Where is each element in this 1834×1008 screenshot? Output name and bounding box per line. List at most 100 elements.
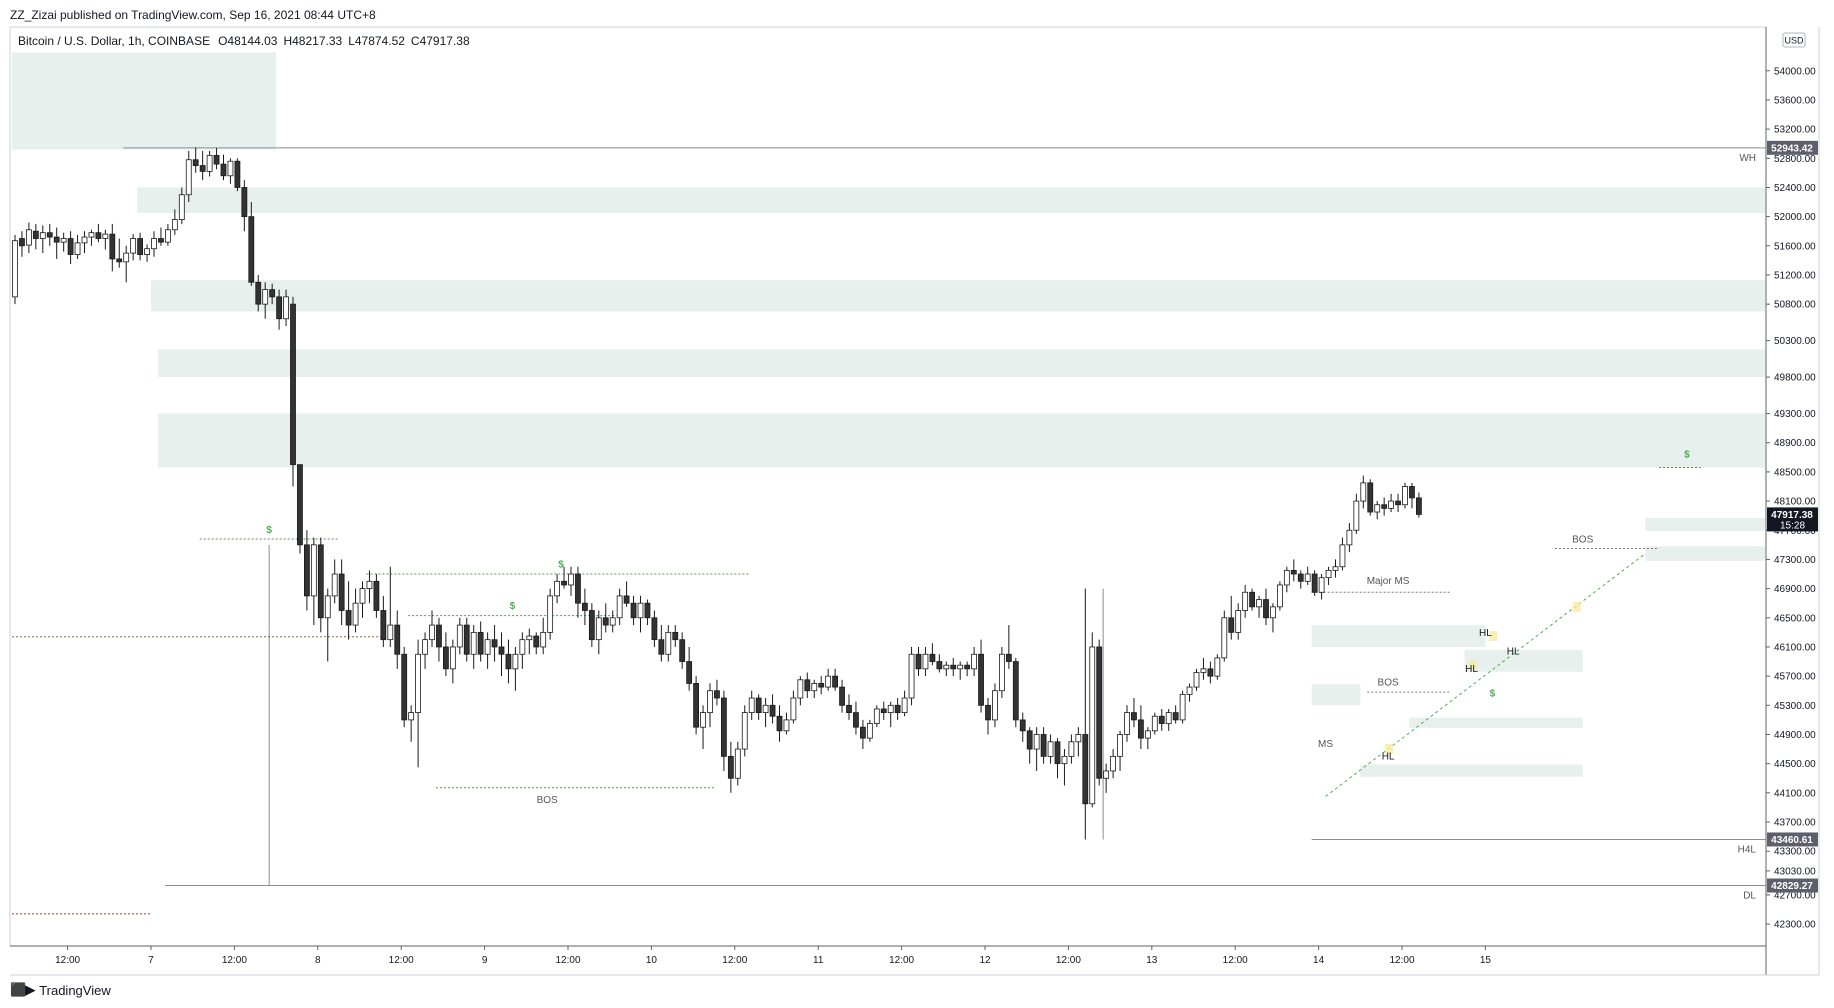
currency-box[interactable] [1782,32,1806,48]
time-tick-label: 14 [1313,955,1325,966]
candle-body [1131,712,1137,721]
time-tick-label: 12:00 [222,955,247,966]
candle-body [658,639,665,655]
zone-1 [137,187,1766,213]
candle-body [804,679,811,692]
candle-body [1054,741,1061,765]
symbol-legend: Bitcoin / U.S. Dollar, 1h, COINBASE O4814… [18,34,470,48]
price-tick-label: 44100.00 [1774,788,1816,799]
candle-body [693,683,699,728]
zone-11 [1360,764,1583,777]
candle-body [137,238,144,255]
candle-body [665,631,672,655]
candle-body [1144,730,1151,739]
candle-body [1151,715,1158,732]
symbol-name: Bitcoin / U.S. Dollar, 1h, COINBASE [18,34,210,48]
currency-label: USD [1784,36,1804,46]
candle-body [894,704,901,714]
candle-body [1402,486,1408,506]
candle-body [227,160,234,177]
price-tick-label: 52400.00 [1774,183,1816,194]
candle-body [283,296,289,320]
candle-body [1256,599,1262,608]
price-tick-label: 52000.00 [1774,212,1816,223]
candle-body [1040,734,1047,757]
candle-body [116,258,123,263]
price-badge-label-3: 42829.27 [1771,881,1813,892]
candle-body [679,639,686,662]
candle-body [950,664,957,670]
candle-body [1283,569,1290,586]
candle-body [602,617,609,626]
annotation--0: $ [266,525,272,536]
candle-body [505,653,512,670]
candle-body [832,675,838,688]
annotation-bos-7: BOS [1378,678,1399,689]
price-badge-label-0: 52943.42 [1771,143,1813,154]
price-tick-label: 42300.00 [1774,920,1816,931]
candle-body [1339,544,1346,568]
candle-body [1277,584,1283,608]
price-tick-label: 45300.00 [1774,701,1816,712]
candle-body [1200,668,1207,673]
candle-body [338,573,345,611]
candle-body [1228,617,1235,633]
candle-body [60,238,67,243]
candle-body [1242,591,1249,611]
price-badge-3 [1767,878,1818,893]
candle-body [901,697,908,714]
ohlc-high: H48217.33 [283,34,342,48]
candle-body [1409,486,1415,499]
candle-body [999,653,1005,692]
candle-body [241,187,248,218]
time-tick-label: 7 [148,955,154,966]
candle-body [853,712,859,728]
candle-body [297,464,303,546]
price-tick-label: 54000.00 [1774,66,1816,77]
tradingview-logo-icon[interactable]: ⬛▶ [10,982,35,997]
annotation--3: $ [1684,449,1690,460]
candle-body [741,712,748,750]
candle-body [324,595,331,619]
candle-body [206,154,213,172]
candle-body [1026,730,1033,750]
candle-body [352,602,359,626]
candle-body [623,595,630,604]
candle-body [957,664,964,670]
time-axis[interactable]: 12:00 7 12:00 8 12:00 9 12:00 10 12:00 11 12:00 12 1… [55,946,1491,966]
price-axis[interactable]: 54000.00 53600.00 53200.00 52800.00 52400.00… [1766,66,1816,931]
plot-area[interactable] [9,26,1767,947]
candle-body [380,610,387,641]
candle-body [1388,500,1394,509]
price-badge-2 [1767,832,1818,847]
price-tick-label: 50800.00 [1774,300,1816,311]
candle-body [491,639,498,648]
candle-body [922,653,929,670]
candle-body [213,154,220,165]
annotation-hl-12: HL [1479,628,1492,639]
candle-body [1221,617,1228,659]
price-tick-label: 44500.00 [1774,759,1816,770]
zone-6 [1645,546,1765,561]
candle-body [102,233,109,239]
candle-body [199,165,206,172]
candle-body [422,639,428,655]
price-tick-label: 48900.00 [1774,438,1816,449]
hl-highlight-0 [1385,744,1394,755]
footer-brand[interactable]: TradingView [39,982,111,998]
price-tick-label: 50300.00 [1774,336,1816,347]
price-tick-label: 52800.00 [1774,154,1816,165]
candle-body [19,238,25,247]
candle-body [1179,693,1186,721]
candle-body [776,715,783,732]
candle-body [359,588,366,604]
candle-body [540,631,547,648]
candle-body [39,232,46,239]
candle-body [1068,741,1075,757]
candle-body [415,653,422,714]
candle-body [748,697,755,714]
candle-body [818,683,825,688]
zone-10 [1408,717,1583,728]
candle-body [1249,591,1255,608]
